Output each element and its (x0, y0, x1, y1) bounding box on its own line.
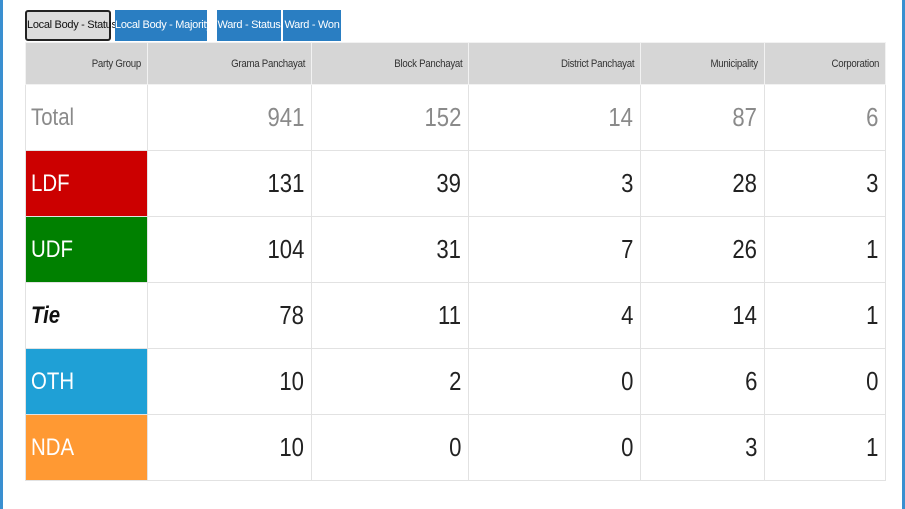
cell-district-panchayat: 3 (468, 150, 641, 217)
cell-municipality: 6 (640, 348, 765, 415)
results-table: Party Group Grama Panchayat Block Pancha… (25, 42, 886, 481)
header-district-panchayat[interactable]: District Panchayat (468, 42, 641, 85)
table-row-ldf: LDF 131 39 3 28 3 (25, 150, 886, 217)
cell-district-panchayat: 0 (468, 414, 641, 481)
party-cell-total: Total (25, 84, 148, 151)
cell-district-panchayat: 0 (468, 348, 641, 415)
party-cell-ldf: LDF (25, 150, 148, 217)
cell-grama-panchayat: 10 (147, 414, 312, 481)
cell-district-panchayat: 4 (468, 282, 641, 349)
party-cell-oth: OTH (25, 348, 148, 415)
table-row-tie: Tie 78 11 4 14 1 (25, 282, 886, 349)
tab-local-body-status[interactable]: Local Body - Status (25, 10, 117, 41)
table-row-total: Total 941 152 14 87 6 (25, 84, 886, 151)
cell-block-panchayat: 2 (311, 348, 469, 415)
cell-municipality: 14 (640, 282, 765, 349)
cell-block-panchayat: 39 (311, 150, 469, 217)
cell-corporation: 0 (764, 348, 886, 415)
cell-municipality: 87 (640, 84, 765, 151)
cell-municipality: 3 (640, 414, 765, 481)
cell-corporation: 3 (764, 150, 886, 217)
cell-municipality: 26 (640, 216, 765, 283)
cell-corporation: 1 (764, 216, 886, 283)
table-row-udf: UDF 104 31 7 26 1 (25, 216, 886, 283)
header-grama-panchayat[interactable]: Grama Panchayat (147, 42, 312, 85)
cell-corporation: 1 (764, 414, 886, 481)
cell-grama-panchayat: 941 (147, 84, 312, 151)
table-header-row: Party Group Grama Panchayat Block Pancha… (25, 42, 886, 85)
cell-grama-panchayat: 78 (147, 282, 312, 349)
cell-municipality: 28 (640, 150, 765, 217)
header-block-panchayat[interactable]: Block Panchayat (311, 42, 469, 85)
header-municipality[interactable]: Municipality (640, 42, 765, 85)
cell-block-panchayat: 31 (311, 216, 469, 283)
table-row-oth: OTH 10 2 0 6 0 (25, 348, 886, 415)
tab-ward-won[interactable]: Ward - Won (283, 10, 341, 41)
cell-block-panchayat: 152 (311, 84, 469, 151)
tab-ward-status[interactable]: Ward - Status (217, 10, 281, 41)
cell-district-panchayat: 14 (468, 84, 641, 151)
table-row-nda: NDA 10 0 0 3 1 (25, 414, 886, 481)
tab-local-body-majority[interactable]: Local Body - Majority (115, 10, 212, 41)
cell-grama-panchayat: 104 (147, 216, 312, 283)
header-party-group[interactable]: Party Group (25, 42, 148, 85)
party-cell-tie: Tie (25, 282, 148, 349)
cell-district-panchayat: 7 (468, 216, 641, 283)
window-right-border (902, 0, 905, 509)
cell-grama-panchayat: 131 (147, 150, 312, 217)
window-left-border (0, 0, 3, 509)
party-cell-nda: NDA (25, 414, 148, 481)
cell-corporation: 6 (764, 84, 886, 151)
party-cell-udf: UDF (25, 216, 148, 283)
cell-block-panchayat: 11 (311, 282, 469, 349)
cell-block-panchayat: 0 (311, 414, 469, 481)
cell-grama-panchayat: 10 (147, 348, 312, 415)
header-corporation[interactable]: Corporation (764, 42, 886, 85)
cell-corporation: 1 (764, 282, 886, 349)
